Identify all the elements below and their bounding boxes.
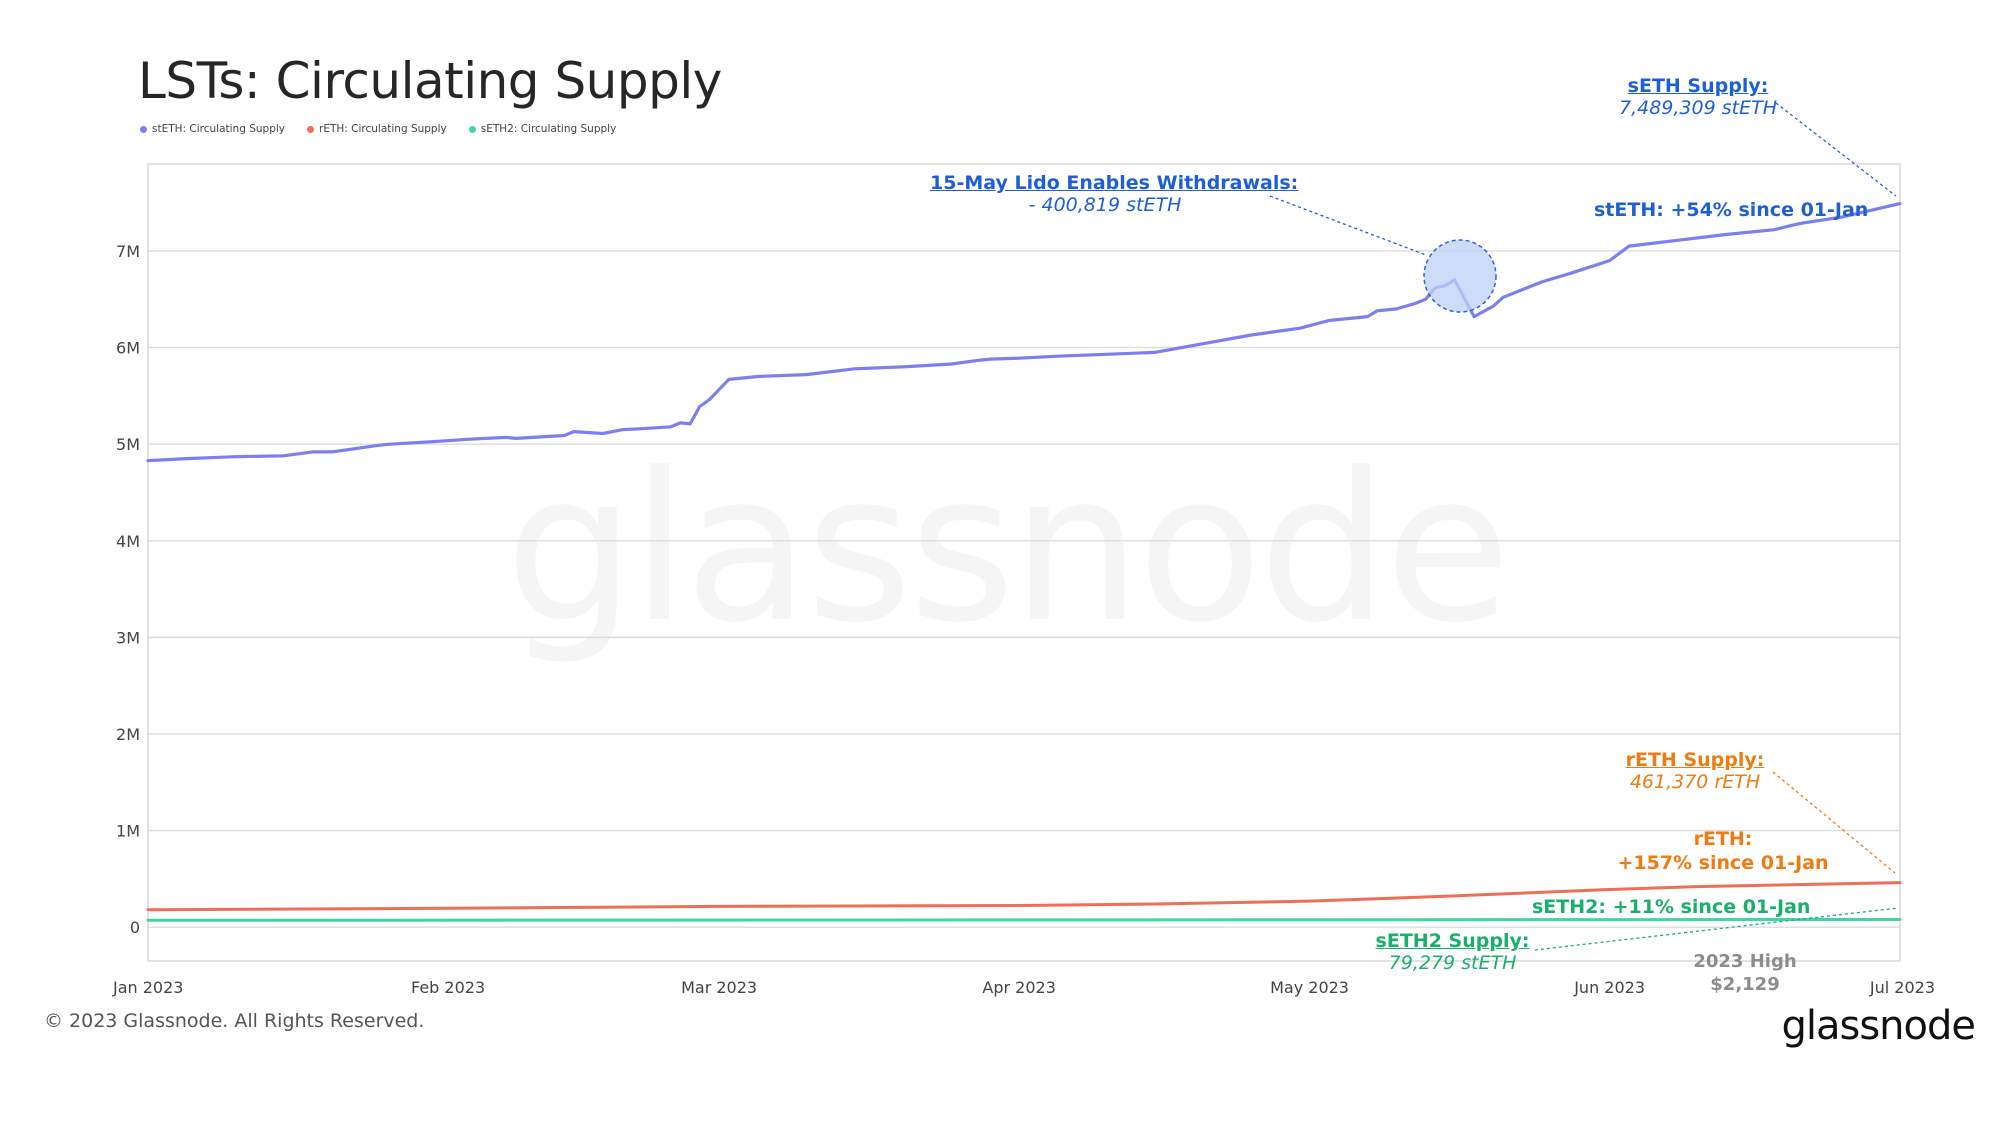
x-tick-label: Jul 2023 — [1869, 978, 1935, 997]
legend-label-steth: stETH: Circulating Supply — [152, 123, 285, 135]
reth-supply-connector — [1772, 771, 1896, 874]
annotation-withdrawals-value: - 400,819 stETH — [1028, 194, 1182, 216]
y-tick-label: 2M — [116, 725, 140, 744]
x-tick-label: Feb 2023 — [411, 978, 485, 997]
seth2-supply-connector — [1534, 907, 1899, 951]
legend-swatch-steth — [140, 125, 147, 133]
x-tick-label: Mar 2023 — [681, 978, 757, 997]
annotation-withdrawals-title: 15-May Lido Enables Withdrawals: — [930, 172, 1299, 194]
brand-logo: glassnode — [1781, 1003, 1976, 1049]
annotation-steth-supply: sETH Supply: 7,489,309 stETH — [1618, 75, 1778, 119]
annotation-steth-change: stETH: +54% since 01-Jan — [1594, 199, 1869, 221]
legend-item-seth2[interactable]: sETH2: Circulating Supply — [468, 123, 617, 135]
annotation-2023-high-line2: $2,129 — [1710, 974, 1780, 995]
y-tick-label: 5M — [116, 435, 140, 454]
legend-label-seth2: sETH2: Circulating Supply — [480, 123, 617, 135]
annotation-reth-supply-title: rETH Supply: — [1625, 749, 1765, 771]
annotation-connectors — [1269, 102, 1899, 951]
page-title: LSTs: Circulating Supply — [138, 52, 722, 110]
legend-item-steth[interactable]: stETH: Circulating Supply — [140, 123, 285, 135]
annotation-seth2-supply-value: 79,279 stETH — [1388, 952, 1517, 974]
y-tick-label: 4M — [116, 532, 140, 551]
x-tick-label: May 2023 — [1270, 978, 1349, 997]
y-axis: 0 1M 2M 3M 4M 5M 6M 7M — [116, 242, 140, 937]
annotation-2023-high: 2023 High $2,129 — [1690, 950, 1800, 996]
legend-item-reth[interactable]: rETH: Circulating Supply — [307, 123, 447, 135]
annotation-reth-supply-value: 461,370 rETH — [1629, 771, 1761, 793]
y-tick-label: 7M — [116, 242, 140, 261]
annotation-seth2-supply: sETH2 Supply: 79,279 stETH — [1370, 930, 1535, 974]
withdrawal-highlight-circle — [1423, 239, 1497, 313]
legend-swatch-reth — [307, 125, 314, 133]
grid-lines — [148, 250, 1900, 928]
annotation-2023-high-line1: 2023 High — [1693, 951, 1797, 972]
x-tick-label: Jan 2023 — [112, 978, 183, 997]
y-tick-label: 3M — [116, 628, 140, 647]
annotation-seth2-supply-title: sETH2 Supply: — [1375, 930, 1530, 952]
x-tick-label: Apr 2023 — [982, 978, 1055, 997]
y-tick-label: 1M — [116, 822, 140, 841]
legend-swatch-seth2 — [468, 125, 476, 133]
x-tick-label: Jun 2023 — [1573, 978, 1645, 997]
series-lines — [146, 202, 1902, 922]
annotation-reth-change-line2: +157% since 01-Jan — [1617, 852, 1829, 874]
copyright: © 2023 Glassnode. All Rights Reserved. — [44, 1010, 425, 1032]
annotation-reth-supply: rETH Supply: 461,370 rETH — [1615, 749, 1775, 793]
withdrawal-connector — [1269, 195, 1427, 256]
series-line-steth — [146, 202, 1902, 463]
y-tick-label: 6M — [116, 339, 140, 358]
legend: stETH: Circulating Supply rETH: Circulat… — [140, 123, 616, 135]
x-axis: Jan 2023 Feb 2023 Mar 2023 Apr 2023 May 2023… — [112, 978, 1935, 997]
steth-supply-connector — [1775, 102, 1897, 197]
annotation-withdrawals: 15-May Lido Enables Withdrawals: - 400,8… — [930, 172, 1299, 216]
annotation-steth-supply-title: sETH Supply: — [1627, 75, 1769, 97]
annotation-reth-change-line1: rETH: — [1693, 828, 1753, 850]
series-line-seth2 — [146, 918, 1902, 922]
legend-label-reth: rETH: Circulating Supply — [319, 123, 447, 135]
annotation-steth-supply-value: 7,489,309 stETH — [1619, 97, 1777, 119]
annotation-reth-change: rETH: +157% since 01-Jan — [1608, 827, 1838, 875]
y-tick-label: 0 — [130, 918, 140, 937]
series-line-reth — [146, 881, 1902, 912]
plot-frame — [147, 163, 1901, 962]
annotation-seth2-change: sETH2: +11% since 01-Jan — [1532, 896, 1811, 918]
